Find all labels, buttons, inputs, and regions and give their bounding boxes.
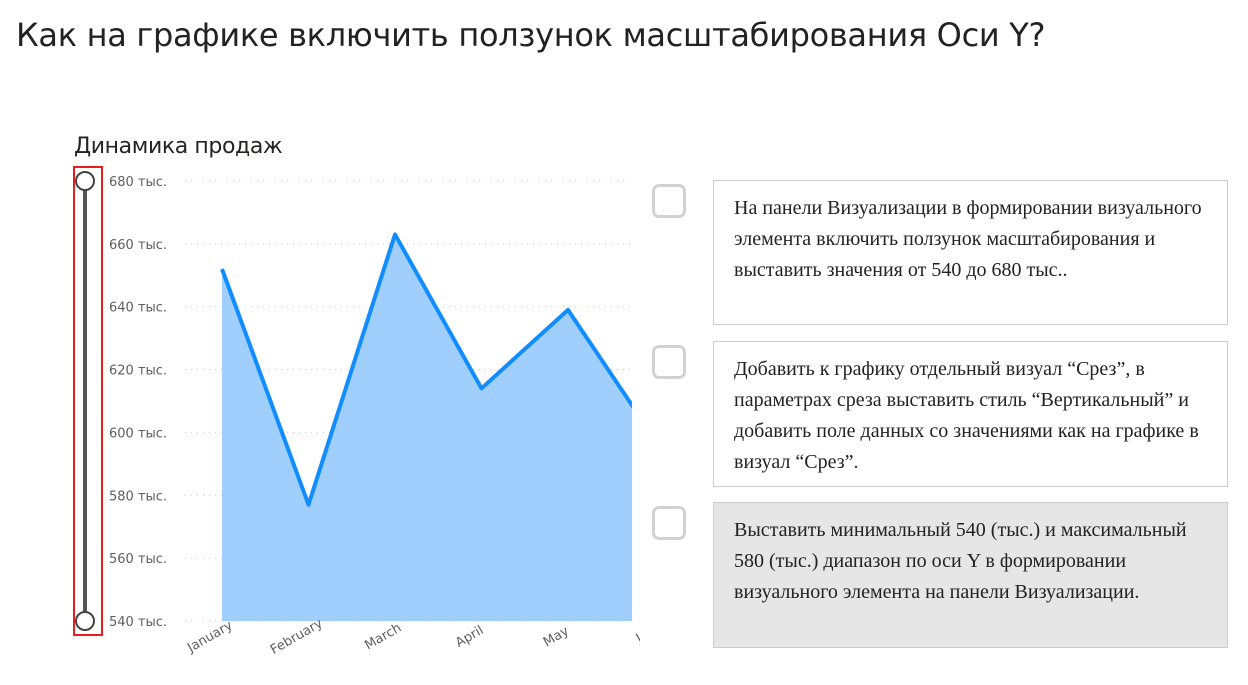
y-tick-label: 640 тыс. xyxy=(109,301,167,316)
slider-handle-bottom[interactable] xyxy=(75,611,95,631)
slider-handle-top[interactable] xyxy=(75,171,95,191)
y-tick-label: 540 тыс. xyxy=(109,615,167,630)
y-tick-label: 600 тыс. xyxy=(109,426,167,441)
option-1-checkbox[interactable] xyxy=(652,184,686,218)
option-2-checkbox[interactable] xyxy=(652,345,686,379)
chart-title: Динамика продаж xyxy=(74,134,283,159)
x-tick-label: April xyxy=(453,623,486,651)
series-group xyxy=(220,232,632,621)
option-1-text[interactable]: На панели Визуализации в формировании ви… xyxy=(713,180,1228,325)
y-tick-label: 560 тыс. xyxy=(109,552,167,567)
question-title: Как на графике включить ползунок масштаб… xyxy=(16,16,1046,54)
y-tick-label: 660 тыс. xyxy=(109,238,167,253)
option-3-text[interactable]: Выставить минимальный 540 (тыс.) и макси… xyxy=(713,502,1228,648)
x-tick-label: May xyxy=(541,624,572,651)
option-2-text[interactable]: Добавить к графику отдельный визуал “Сре… xyxy=(713,341,1228,487)
y-tick-label: 620 тыс. xyxy=(109,364,167,379)
x-tick-label: February xyxy=(268,616,326,658)
x-tick-label: March xyxy=(362,621,404,654)
chart-svg: 540 тыс. 560 тыс. 580 тыс. 600 тыс. 620 тыс.… xyxy=(73,166,640,658)
x-tick-label: Ju xyxy=(633,627,640,647)
series-area xyxy=(222,234,632,621)
sales-chart: 540 тыс. 560 тыс. 580 тыс. 600 тыс. 620 тыс.… xyxy=(60,130,640,675)
option-3-checkbox[interactable] xyxy=(652,506,686,540)
series-line xyxy=(220,232,632,507)
y-tick-label: 680 тыс. xyxy=(109,175,167,190)
slider-highlight-box xyxy=(73,166,103,636)
y-tick-label: 580 тыс. xyxy=(109,489,167,504)
x-tick-label: January xyxy=(184,618,235,656)
